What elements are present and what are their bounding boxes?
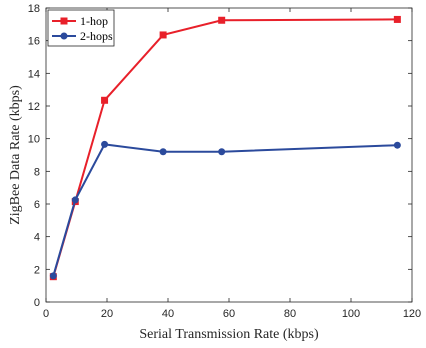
data-point <box>218 148 226 156</box>
y-tick-label: 14 <box>28 68 40 80</box>
y-tick-label: 8 <box>34 166 40 178</box>
y-tick-label: 6 <box>34 199 40 211</box>
y-tick-label: 12 <box>28 101 40 113</box>
x-tick-label: 60 <box>223 308 235 320</box>
data-point <box>218 16 226 24</box>
data-point <box>393 141 401 149</box>
x-tick-label: 20 <box>101 308 113 320</box>
data-point <box>393 15 401 23</box>
plot-frame <box>45 7 413 303</box>
legend-item: 2-hops <box>52 29 113 43</box>
y-tick-label: 4 <box>34 232 40 244</box>
legend-item: 1-hop <box>52 14 108 28</box>
y-tick-label: 2 <box>34 264 40 276</box>
x-axis: 0 20 40 60 80 100 120 <box>43 8 421 320</box>
series-2-hops <box>49 140 401 280</box>
plot-box <box>45 7 413 303</box>
x-axis-title: Serial Transmission Rate (kbps) <box>139 327 319 342</box>
x-tick-label: 40 <box>162 308 174 320</box>
data-point <box>49 272 57 280</box>
data-point <box>159 31 167 39</box>
data-point <box>71 196 79 204</box>
data-point <box>159 148 167 156</box>
legend-marker <box>60 32 68 40</box>
x-tick-label: 80 <box>284 308 296 320</box>
y-tick-label: 10 <box>28 134 40 146</box>
data-point <box>101 140 109 148</box>
x-tick-label: 0 <box>43 308 49 320</box>
y-tick-label: 16 <box>28 36 40 48</box>
series-line <box>52 143 398 277</box>
y-axis-title: ZigBee Data Rate (kbps) <box>8 85 23 225</box>
y-axis: 0 2 4 6 8 10 12 14 16 18 <box>28 3 412 309</box>
y-tick-label: 0 <box>34 297 40 309</box>
x-tick-label: 120 <box>403 308 421 320</box>
legend-marker <box>60 17 68 25</box>
legend-label: 1-hop <box>80 14 108 28</box>
legend-label: 2-hops <box>80 29 113 43</box>
data-point <box>101 96 109 104</box>
legend-box <box>47 9 115 47</box>
y-tick-label: 18 <box>28 3 40 15</box>
x-tick-label: 100 <box>342 308 360 320</box>
series-layer <box>49 15 401 281</box>
